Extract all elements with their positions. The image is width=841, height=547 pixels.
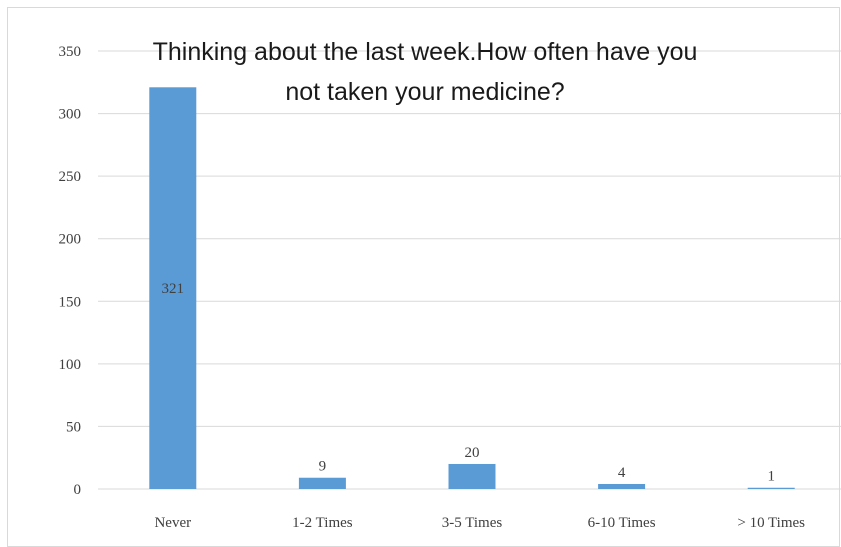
y-tick-label-350: 350 (59, 44, 82, 60)
bar-1 (149, 87, 197, 489)
x-category-label-5: > 10 Times (737, 515, 805, 530)
y-tick-label-50: 50 (66, 419, 81, 435)
chart-title-line-1: Thinking about the last week.How often h… (153, 38, 698, 66)
x-category-label-1: Never (154, 515, 191, 530)
bar-4 (598, 483, 646, 489)
y-tick-label-300: 300 (59, 107, 82, 123)
data-label-3: 20 (465, 445, 480, 461)
data-label-4: 4 (618, 465, 626, 481)
y-tick-label-150: 150 (59, 294, 82, 310)
bar-chart: 0 50 100 150 200 250 300 350 Never 321 1-2 Times 9 3… (59, 38, 841, 530)
x-category-label-3: 3-5 Times (442, 515, 503, 530)
y-tick-label-100: 100 (59, 357, 82, 373)
x-category-label-2: 1-2 Times (292, 515, 353, 530)
gridlines (98, 50, 841, 490)
data-label-5: 1 (767, 469, 775, 485)
bar-2 (298, 477, 346, 489)
y-tick-label-0: 0 (74, 482, 82, 498)
data-label-2: 9 (319, 459, 327, 475)
bar-3 (448, 463, 496, 489)
chart-frame (7, 7, 840, 547)
y-tick-label-200: 200 (59, 232, 82, 248)
x-category-label-4: 6-10 Times (588, 515, 656, 530)
bars (149, 87, 795, 489)
data-label-1: 321 (162, 281, 185, 297)
chart-title-line-2: not taken your medicine? (285, 78, 564, 106)
bar-5 (747, 487, 795, 489)
y-tick-label-250: 250 (59, 169, 82, 185)
labels: 0 50 100 150 200 250 300 350 Never 321 1-2 Times 9 3… (59, 44, 806, 530)
